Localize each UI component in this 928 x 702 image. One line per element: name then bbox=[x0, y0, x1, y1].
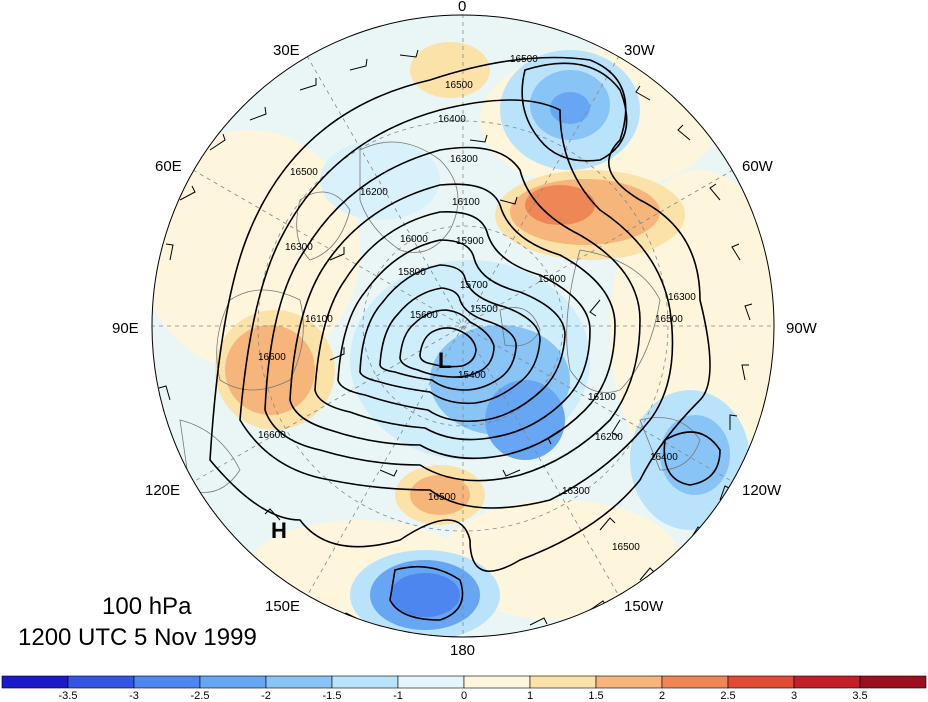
colorbar-swatch bbox=[67, 675, 135, 689]
colorbar-tick-label: -2.5 bbox=[190, 690, 210, 702]
contour-label: 16300 bbox=[562, 486, 590, 497]
colorbar-swatch bbox=[595, 675, 663, 689]
contour-label: 16600 bbox=[258, 430, 286, 441]
colorbar-tick-label: 2 bbox=[658, 690, 666, 702]
contour-label: 16500 bbox=[428, 492, 456, 503]
colorbar-tick-label: -3.5 bbox=[58, 690, 78, 702]
colorbar-swatch bbox=[133, 675, 201, 689]
colorbar-swatch bbox=[1, 675, 69, 689]
anomaly-shade bbox=[410, 42, 490, 98]
anomaly-shade bbox=[440, 500, 680, 620]
colorbar-swatch bbox=[859, 675, 927, 689]
contour-label: 16500 bbox=[445, 80, 473, 91]
contour-label: 16000 bbox=[400, 234, 428, 245]
anomaly-shade bbox=[390, 573, 460, 617]
colorbar-swatch bbox=[793, 675, 861, 689]
contour-label: 16200 bbox=[360, 187, 388, 198]
contour-label: 15700 bbox=[460, 280, 488, 291]
contour-label: 16500 bbox=[290, 167, 318, 178]
colorbar-tick-label: 3.5 bbox=[852, 690, 868, 702]
anomaly-shade bbox=[225, 325, 315, 415]
colorbar-tick-label: -1 bbox=[393, 690, 403, 702]
lon-label-0: 0 bbox=[458, 0, 467, 15]
contour-label: 16100 bbox=[305, 314, 333, 325]
anomaly-shade bbox=[525, 185, 595, 225]
contour-label: 15900 bbox=[456, 236, 484, 247]
lon-label-150e: 150E bbox=[265, 598, 301, 615]
colorbar-swatch bbox=[331, 675, 399, 689]
valid-time-title: 1200 UTC 5 Nov 1999 bbox=[18, 624, 257, 651]
contour-label: 16600 bbox=[258, 352, 286, 363]
contour-label: 16200 bbox=[595, 432, 623, 443]
lon-label-90e: 90E bbox=[112, 320, 139, 337]
contour-labels: 16500 16500 16400 16300 16200 16100 1600… bbox=[258, 54, 696, 553]
lon-label-60e: 60E bbox=[155, 158, 182, 175]
contour-label: 16500 bbox=[655, 314, 683, 325]
contour-label: 16500 bbox=[510, 54, 538, 65]
colorbar-tick-label: 2.5 bbox=[720, 690, 736, 702]
pressure-level-title: 100 hPa bbox=[102, 593, 192, 620]
lon-label-120w: 120W bbox=[742, 482, 782, 499]
colorbar-tick-label: 1.5 bbox=[588, 690, 604, 702]
colorbar-tick-label: 3 bbox=[790, 690, 798, 702]
contour-label: 16100 bbox=[588, 392, 616, 403]
contour-label: 15800 bbox=[398, 267, 426, 278]
contour-label: 16400 bbox=[650, 452, 678, 463]
low-pressure-center-label: L bbox=[438, 348, 452, 373]
contour-label: 16300 bbox=[668, 292, 696, 303]
high-pressure-center-label: H bbox=[271, 518, 287, 543]
colorbar-swatch bbox=[661, 675, 729, 689]
contour-label: 15500 bbox=[470, 304, 498, 315]
contour-label: 16500 bbox=[612, 542, 640, 553]
lon-label-60w: 60W bbox=[742, 158, 773, 175]
contour-label: 15400 bbox=[458, 370, 486, 381]
lon-label-30w: 30W bbox=[624, 42, 655, 59]
colorbar-swatch bbox=[463, 675, 531, 689]
colorbar-swatch bbox=[529, 675, 597, 689]
colorbar-tick-label: 1 bbox=[526, 690, 534, 702]
height-contours bbox=[209, 56, 721, 621]
colorbar-tick-label: -3 bbox=[129, 690, 139, 702]
lon-label-120e: 120E bbox=[145, 482, 181, 499]
contour-label: 16300 bbox=[450, 154, 478, 165]
colorbar-swatch bbox=[199, 675, 267, 689]
contour-label: 15900 bbox=[538, 274, 566, 285]
colorbar-swatch bbox=[265, 675, 333, 689]
colorbar-tick-label: 0 bbox=[460, 690, 468, 702]
lon-label-180: 180 bbox=[450, 642, 476, 659]
coastlines bbox=[179, 141, 701, 493]
contour-label: 16400 bbox=[438, 114, 466, 125]
colorbar-tick-label: -2 bbox=[261, 690, 271, 702]
map-boundary bbox=[151, 14, 775, 638]
lon-label-150w: 150W bbox=[624, 598, 664, 615]
colorbar-tick-label: -1.5 bbox=[322, 690, 342, 702]
colorbar bbox=[1, 675, 927, 689]
lon-label-90w: 90W bbox=[786, 320, 817, 337]
contour-label: 16300 bbox=[285, 242, 313, 253]
colorbar-swatch bbox=[727, 675, 795, 689]
contour-label: 15600 bbox=[410, 310, 438, 321]
anomaly-shade bbox=[410, 475, 470, 515]
contour-label: 16100 bbox=[452, 197, 480, 208]
colorbar-swatch bbox=[397, 675, 465, 689]
lon-label-30e: 30E bbox=[273, 42, 300, 59]
